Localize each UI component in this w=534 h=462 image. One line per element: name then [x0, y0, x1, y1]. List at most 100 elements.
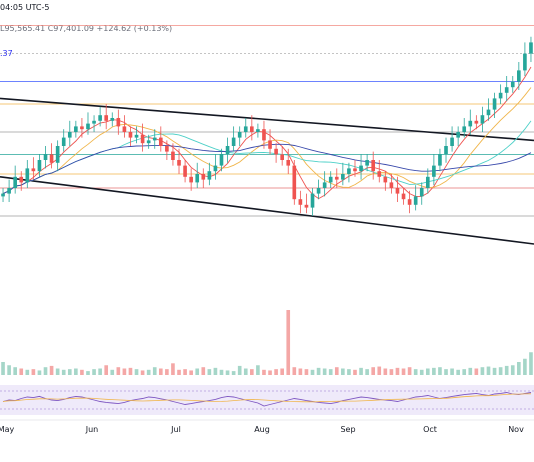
candle-body	[274, 148, 278, 155]
candle-body	[152, 137, 157, 141]
volume-bar	[195, 368, 200, 375]
candle-body	[316, 188, 321, 194]
volume-bar	[298, 368, 303, 375]
candle-body	[262, 129, 266, 141]
volume-bar	[146, 369, 151, 375]
volume-bar	[207, 369, 212, 375]
candle-body	[504, 87, 509, 93]
candle-body	[55, 146, 60, 163]
volume-bar	[425, 368, 430, 375]
candle-body	[110, 118, 115, 121]
candle-body	[365, 160, 369, 166]
volume-bar	[347, 369, 351, 375]
candle-body	[231, 137, 236, 146]
volume-bar	[322, 368, 327, 375]
candle-body	[122, 126, 127, 132]
volume-bar	[19, 368, 24, 375]
candle-body	[207, 171, 212, 180]
candle-body	[116, 118, 121, 127]
candle-body	[383, 176, 388, 183]
candle-body	[92, 120, 96, 124]
candle-body	[98, 115, 102, 121]
volume-bar	[377, 366, 382, 375]
volume-bar	[256, 365, 260, 375]
candle-body	[165, 146, 169, 152]
volume-bar	[92, 369, 96, 375]
candle-body	[334, 176, 339, 180]
volume-bar	[152, 367, 157, 375]
volume-bar	[365, 369, 369, 375]
x-axis: May Jun Jul Aug Sep Oct Nov	[0, 419, 534, 434]
volume-bar	[110, 369, 115, 375]
x-tick-label: Nov	[508, 425, 524, 434]
candle-body	[225, 146, 230, 155]
volume-bar	[492, 367, 497, 375]
x-tick-label: Sep	[340, 425, 355, 434]
volume-bar	[523, 358, 527, 375]
candle-body	[67, 132, 72, 138]
candle-body	[268, 140, 272, 149]
candle-body	[468, 120, 473, 127]
candle-body	[395, 188, 400, 194]
ohlc-readout: L95,565.41 C97,401.09 +124.62 (+0.13%)	[0, 24, 173, 33]
candle-body	[322, 182, 327, 188]
candle-body	[104, 115, 109, 121]
candle-body	[128, 132, 133, 138]
channel-lower-line	[0, 176, 534, 245]
volume-bar	[37, 370, 42, 375]
candle-body	[407, 199, 412, 205]
volume-bar	[122, 368, 127, 375]
volume-bar	[262, 369, 266, 375]
time-label: 04:05 UTC-5	[0, 3, 50, 12]
volume-bar	[383, 368, 388, 375]
volume-bar	[480, 367, 485, 375]
volume-bar	[67, 369, 72, 375]
candle-body	[171, 151, 175, 160]
x-tick-label: Aug	[254, 425, 270, 434]
volume-bar	[286, 310, 291, 375]
volume-bar	[316, 367, 321, 375]
moving-average-line	[2, 87, 532, 195]
volume-bar	[304, 369, 309, 375]
trend-channel	[0, 97, 534, 245]
volume-bar	[407, 367, 412, 375]
candle-body	[219, 154, 224, 166]
x-tick-label: Oct	[423, 425, 437, 434]
candle-body	[25, 168, 30, 183]
volume-bar	[13, 367, 17, 375]
volume-bar	[243, 368, 248, 375]
candle-body	[425, 176, 430, 188]
volume-bar	[328, 369, 333, 375]
volume-bar	[183, 369, 187, 375]
candle-body	[140, 134, 145, 144]
volume-bar	[529, 352, 533, 375]
volume-bar	[61, 369, 66, 375]
rsi-ma-line	[2, 393, 532, 403]
candle-body	[256, 129, 260, 132]
candle-body	[292, 165, 297, 200]
candle-body	[480, 115, 485, 124]
candle-body	[183, 165, 187, 177]
volume-bar	[98, 368, 102, 375]
volume-bar	[1, 362, 5, 375]
candle-body	[353, 168, 357, 172]
candle-body	[37, 160, 42, 172]
candle-body	[389, 182, 394, 188]
rsi-pane	[0, 385, 534, 415]
candle-body	[49, 154, 54, 163]
volume-bar	[504, 365, 509, 375]
candle-body	[86, 123, 90, 130]
candle-body	[298, 199, 303, 205]
volume-bar	[389, 369, 394, 375]
candle-body	[419, 188, 424, 197]
x-tick-label: May	[0, 425, 15, 434]
candles	[1, 36, 533, 216]
candle-body	[438, 154, 442, 166]
volume-bar	[158, 368, 163, 375]
volume-bar	[55, 368, 60, 375]
volume-bar	[237, 365, 242, 375]
candle-body	[237, 132, 242, 138]
volume-bar	[25, 369, 30, 375]
volume-bar	[80, 369, 84, 375]
